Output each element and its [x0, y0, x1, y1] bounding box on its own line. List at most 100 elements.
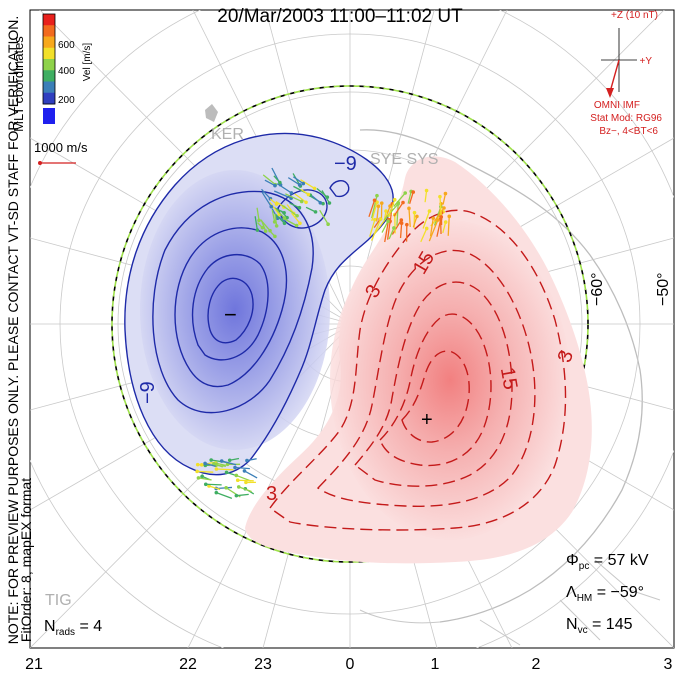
velocity-vector — [281, 204, 298, 217]
velocity-vector-origin — [224, 470, 229, 475]
reference-vector: 1000 m/s — [34, 140, 88, 165]
velocity-vector-origin — [195, 469, 199, 474]
stat-n-rads-symbol: N — [44, 618, 56, 635]
velocity-vector — [371, 202, 378, 222]
colorbar-segment — [43, 92, 55, 105]
imf-dial — [601, 28, 637, 98]
velocity-vector-origin — [273, 234, 277, 239]
velocity-vector-origin — [196, 476, 201, 480]
velocity-vector — [216, 492, 233, 499]
velocity-vector-origin — [373, 217, 377, 222]
velocity-vector-origin — [386, 219, 390, 224]
stat-n-vc-sub: vc — [577, 625, 588, 637]
velocity-vector — [388, 227, 395, 240]
velocity-vector-origin — [282, 216, 287, 220]
colorbar-segment — [43, 59, 55, 71]
velocity-vector-origin — [399, 218, 404, 222]
velocity-vector — [409, 191, 414, 204]
stat-n-vc-value: = 145 — [592, 616, 633, 633]
coastline-detail — [359, 559, 661, 646]
velocity-vector-origin — [326, 222, 330, 227]
velocity-vector — [399, 223, 403, 239]
colorbar-segment — [43, 47, 55, 60]
velocity-vector — [216, 486, 233, 490]
stat-phi-pc: Φpc = 57 kV — [566, 552, 648, 572]
velocity-vector-origin — [447, 214, 452, 219]
velocity-vector-origin — [372, 198, 377, 203]
velocity-vector-origin — [235, 478, 240, 483]
hm-boundary-green — [111, 85, 589, 563]
velocity-vector-origin — [200, 474, 204, 479]
velocity-vector-origin — [212, 461, 216, 466]
velocity-vector — [396, 202, 399, 226]
velocity-vector — [393, 202, 404, 217]
velocity-vector-origin — [313, 210, 318, 214]
contour-label-neg-1: −9 — [334, 153, 357, 175]
velocity-vector-origin — [439, 215, 444, 219]
stat-n-rads-sub: rads — [55, 627, 76, 639]
velocity-vector-origin — [282, 210, 286, 215]
velocity-vector — [439, 196, 443, 219]
velocity-vector-origin — [321, 201, 325, 206]
velocity-vector-origin — [376, 204, 381, 208]
velocity-vector — [408, 208, 411, 228]
velocity-vector-origin — [234, 493, 239, 498]
velocity-vector-origin — [396, 202, 400, 206]
velocity-vector — [383, 203, 399, 221]
imf-y-label: +Y — [639, 56, 652, 67]
velocity-vector — [442, 221, 447, 234]
mlt-label-22: 22 — [179, 656, 197, 673]
velocity-vector-origin — [401, 200, 405, 205]
velocity-vector-origin — [234, 473, 239, 478]
fit-order-note: FitOrder: 8, mapEX format — [18, 478, 34, 642]
stat-n-rads: Nrads = 4 — [44, 618, 102, 638]
colorbar-tick-400: 400 — [58, 66, 75, 77]
velocity-vector — [264, 179, 276, 187]
velocity-vector — [386, 221, 391, 240]
colorbar-segment — [43, 81, 55, 94]
dusk-cell-core — [140, 170, 330, 450]
velocity-vector — [391, 219, 402, 235]
velocity-colorbar: 600 400 200 Vel [m/s] — [42, 13, 93, 124]
reference-vector-label: 1000 m/s — [34, 140, 88, 155]
velocity-vector — [261, 191, 272, 208]
velocity-vector-origin — [431, 216, 436, 221]
velocity-vector-origin — [403, 191, 408, 195]
velocity-vector — [407, 191, 412, 204]
velocity-vector-origin — [415, 214, 419, 219]
velocity-vector — [384, 219, 390, 243]
stat-n-vc-symbol: N — [566, 616, 578, 633]
velocity-vector — [447, 216, 450, 236]
velocity-vector-origin — [263, 229, 268, 233]
velocity-vector — [273, 190, 292, 199]
velocity-vector-origin — [375, 193, 379, 198]
velocity-vector — [276, 183, 292, 194]
velocity-vector — [271, 209, 276, 223]
mlt-label-23: 23 — [254, 656, 272, 673]
potential-maximum-marker: + — [421, 409, 433, 431]
velocity-vector-origin — [375, 200, 379, 205]
velocity-vector-origin — [405, 222, 409, 227]
velocity-vector — [393, 192, 406, 207]
velocity-vector-origin — [379, 201, 384, 205]
velocity-vector-origin — [274, 224, 279, 228]
colorbar-segment — [43, 36, 55, 49]
velocity-vector — [254, 216, 258, 231]
velocity-vector-origin — [442, 206, 446, 210]
velocity-vector-origin — [295, 213, 299, 218]
mlt-label-2: 2 — [532, 656, 541, 673]
imf-z-label: +Z (10 nT) — [611, 10, 658, 21]
potential-minimum-marker: − — [224, 302, 237, 327]
velocity-vector — [208, 485, 221, 491]
velocity-vector — [244, 470, 258, 479]
mlt-labels: 21 22 23 0 1 2 3 — [25, 656, 672, 673]
stat-lambda-hm-sub: HM — [576, 593, 593, 605]
preview-note: NOTE: FOR PREVIEW PURPOSES ONLY. PLEASE … — [5, 16, 21, 645]
velocity-vector-origin — [278, 180, 282, 185]
mlt-label-3: 3 — [664, 656, 673, 673]
velocity-vector-origin — [392, 197, 397, 202]
velocity-vector-origin — [438, 194, 442, 199]
velocity-vector — [285, 218, 297, 227]
stat-n-rads-value: = 4 — [79, 618, 103, 635]
